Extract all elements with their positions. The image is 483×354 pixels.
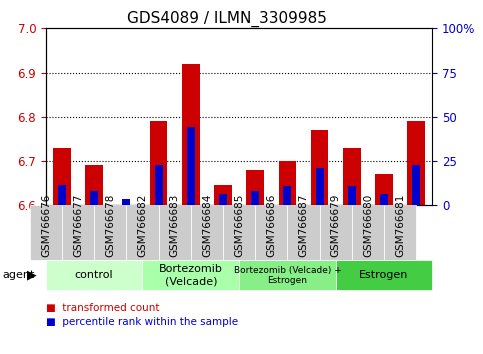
Bar — [375, 175, 393, 205]
Bar — [315, 168, 324, 205]
Bar — [182, 64, 199, 205]
Text: GSM766677: GSM766677 — [73, 193, 83, 257]
Bar — [284, 186, 291, 205]
Text: GSM766685: GSM766685 — [234, 193, 244, 257]
Bar — [187, 127, 195, 205]
Bar — [311, 130, 328, 205]
Text: GSM766680: GSM766680 — [363, 193, 373, 257]
Bar — [380, 194, 388, 205]
Text: GSM766678: GSM766678 — [105, 193, 115, 257]
Text: GDS4089 / ILMN_3309985: GDS4089 / ILMN_3309985 — [127, 11, 327, 27]
Text: Bortezomib
(Velcade): Bortezomib (Velcade) — [159, 264, 223, 286]
Text: Bortezomib (Velcade) +
Estrogen: Bortezomib (Velcade) + Estrogen — [233, 266, 341, 285]
Bar — [407, 121, 425, 205]
Text: GSM766681: GSM766681 — [395, 193, 405, 257]
Bar — [343, 148, 361, 205]
Text: control: control — [75, 270, 114, 280]
Bar — [412, 165, 420, 205]
Text: GSM766684: GSM766684 — [202, 193, 212, 257]
Bar — [150, 121, 168, 205]
Bar — [122, 199, 130, 205]
Text: ■  percentile rank within the sample: ■ percentile rank within the sample — [46, 317, 238, 327]
Text: GSM766686: GSM766686 — [266, 193, 276, 257]
Text: GSM766683: GSM766683 — [170, 193, 180, 257]
Bar — [279, 161, 296, 205]
Bar — [53, 148, 71, 205]
Bar — [251, 191, 259, 205]
Bar — [85, 165, 103, 205]
Text: GSM766687: GSM766687 — [298, 193, 309, 257]
Text: GSM766682: GSM766682 — [138, 193, 147, 257]
Bar — [246, 170, 264, 205]
Text: Estrogen: Estrogen — [359, 270, 409, 280]
Bar — [58, 185, 66, 205]
Bar — [90, 191, 98, 205]
Text: ▶: ▶ — [27, 269, 36, 282]
Text: GSM766676: GSM766676 — [41, 193, 51, 257]
Text: GSM766679: GSM766679 — [331, 193, 341, 257]
Bar — [219, 194, 227, 205]
Text: agent: agent — [2, 270, 35, 280]
Bar — [348, 186, 356, 205]
Bar — [155, 165, 163, 205]
Text: ■  transformed count: ■ transformed count — [46, 303, 159, 313]
Bar — [214, 185, 232, 205]
